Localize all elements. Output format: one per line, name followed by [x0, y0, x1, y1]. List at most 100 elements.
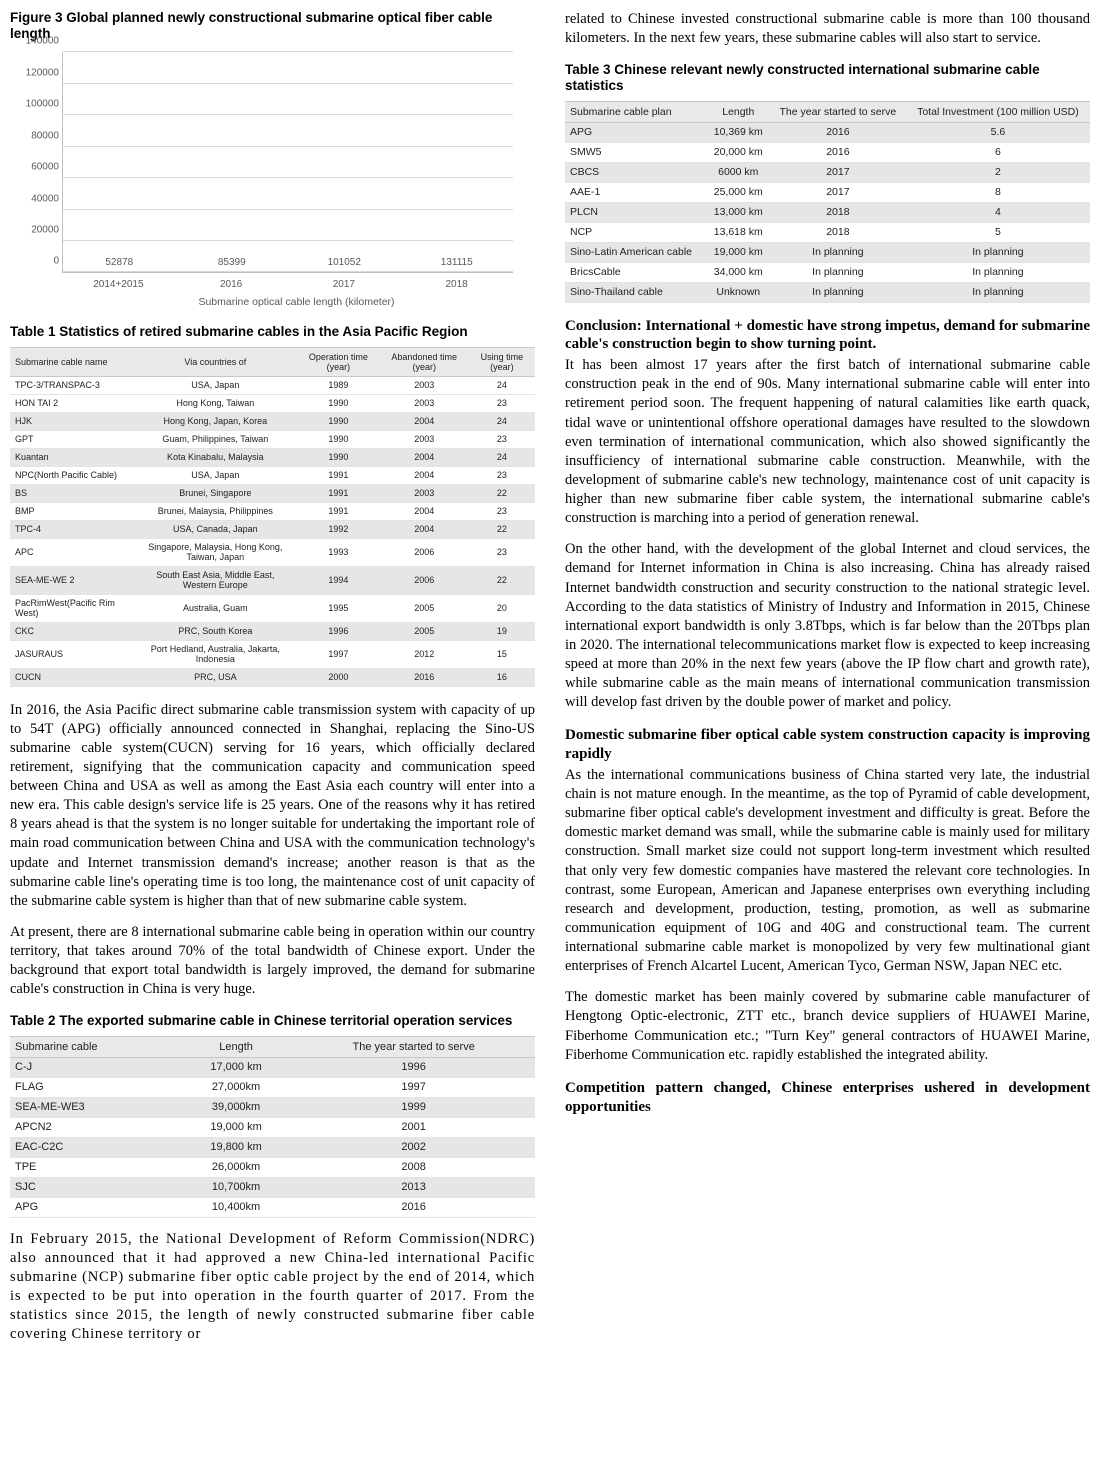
table-cell: In planning	[906, 242, 1090, 262]
table-cell: 20	[469, 594, 535, 622]
table-cell: TPC-4	[10, 520, 134, 538]
right-para-2: On the other hand, with the development …	[565, 540, 1090, 712]
table-row: PacRimWest(Pacific Rim West)Australia, G…	[10, 594, 535, 622]
table1-title: Table 1 Statistics of retired submarine …	[10, 324, 535, 340]
chart-ytick: 80000	[11, 130, 59, 141]
table-row: Sino-Thailand cableUnknownIn planningIn …	[565, 282, 1090, 302]
table-cell: 1997	[292, 1077, 535, 1097]
table-cell: APG	[565, 122, 707, 142]
chart-bar-value: 52878	[105, 257, 133, 268]
table-cell: TPC-3/TRANSPAC-3	[10, 376, 134, 394]
table-cell: SEA-ME-WE 2	[10, 566, 134, 594]
table-cell: 23	[469, 430, 535, 448]
table-cell: 2004	[380, 502, 469, 520]
table-header: Submarine cable plan	[565, 101, 707, 122]
table-cell: 2012	[380, 640, 469, 668]
table-cell: 1991	[297, 502, 380, 520]
chart-ytick: 20000	[11, 224, 59, 235]
table-cell: 1993	[297, 538, 380, 566]
table-cell: HON TAI 2	[10, 394, 134, 412]
table-cell: 15	[469, 640, 535, 668]
table-cell: FLAG	[10, 1077, 180, 1097]
table-cell: Sino-Thailand cable	[565, 282, 707, 302]
table-cell: USA, Japan	[134, 376, 298, 394]
table-row: NCP13,618 km20185	[565, 222, 1090, 242]
table-row: BricsCable34,000 kmIn planningIn plannin…	[565, 262, 1090, 282]
table-cell: 1990	[297, 394, 380, 412]
figure3-chart: 0200004000060000800001000001200001400005…	[10, 48, 535, 312]
chart-xtick: 2018	[400, 273, 513, 290]
table-cell: 2016	[292, 1197, 535, 1217]
table-cell: 4	[906, 202, 1090, 222]
chart-ytick: 100000	[11, 99, 59, 110]
table-cell: 1999	[292, 1097, 535, 1117]
table-cell: 1989	[297, 376, 380, 394]
table-cell: Hong Kong, Taiwan	[134, 394, 298, 412]
table-cell: 19,000 km	[707, 242, 770, 262]
table-cell: Brunei, Malaysia, Philippines	[134, 502, 298, 520]
table-cell: 1995	[297, 594, 380, 622]
table-row: NPC(North Pacific Cable)USA, Japan199120…	[10, 466, 535, 484]
table-cell: GPT	[10, 430, 134, 448]
table-cell: HJK	[10, 412, 134, 430]
table-row: JASURAUSPort Hedland, Australia, Jakarta…	[10, 640, 535, 668]
table-cell: BricsCable	[565, 262, 707, 282]
table-cell: 22	[469, 484, 535, 502]
table-header: Length	[180, 1036, 293, 1057]
right-column: related to Chinese invested construction…	[565, 10, 1090, 1344]
table-cell: CUCN	[10, 668, 134, 686]
table-cell: CKC	[10, 622, 134, 640]
table-row: KuantanKota Kinabalu, Malaysia1990200424	[10, 448, 535, 466]
table-cell: 2006	[380, 566, 469, 594]
left-para-2: At present, there are 8 international su…	[10, 923, 535, 1000]
chart-ytick: 140000	[11, 36, 59, 47]
table-row: APCSingapore, Malaysia, Hong Kong, Taiwa…	[10, 538, 535, 566]
table-cell: 2002	[292, 1137, 535, 1157]
table-cell: Port Hedland, Australia, Jakarta, Indone…	[134, 640, 298, 668]
table-cell: 1997	[297, 640, 380, 668]
table-cell: 2003	[380, 430, 469, 448]
table-cell: PacRimWest(Pacific Rim West)	[10, 594, 134, 622]
table-cell: Australia, Guam	[134, 594, 298, 622]
conclusion-heading: Conclusion: International + domestic hav…	[565, 317, 1090, 355]
chart-xtick: 2016	[175, 273, 288, 290]
table-cell: 2005	[380, 622, 469, 640]
table-cell: 20,000 km	[707, 142, 770, 162]
table-header: Operation time (year)	[297, 347, 380, 376]
table-cell: SJC	[10, 1177, 180, 1197]
table-cell: 2013	[292, 1177, 535, 1197]
table-cell: 10,700km	[180, 1177, 293, 1197]
table-cell: In planning	[770, 262, 906, 282]
table-cell: 19	[469, 622, 535, 640]
table-row: CBCS6000 km20172	[565, 162, 1090, 182]
table-cell: APC	[10, 538, 134, 566]
table-cell: 1990	[297, 448, 380, 466]
table-cell: TPE	[10, 1157, 180, 1177]
table2-title: Table 2 The exported submarine cable in …	[10, 1013, 535, 1029]
table-cell: 24	[469, 412, 535, 430]
table-cell: In planning	[770, 282, 906, 302]
table-row: C-J17,000 km1996	[10, 1057, 535, 1077]
table-cell: In planning	[906, 262, 1090, 282]
figure3-axis-title: Submarine optical cable length (kilomete…	[62, 296, 531, 308]
table-cell: 2008	[292, 1157, 535, 1177]
table-cell: 1994	[297, 566, 380, 594]
table-cell: 2004	[380, 520, 469, 538]
table-cell: CBCS	[565, 162, 707, 182]
table3-title: Table 3 Chinese relevant newly construct…	[565, 62, 1090, 94]
table-cell: 2004	[380, 412, 469, 430]
table1: Submarine cable nameVia countries ofOper…	[10, 347, 535, 687]
table-cell: BS	[10, 484, 134, 502]
right-para-0: related to Chinese invested construction…	[565, 10, 1090, 48]
table-cell: C-J	[10, 1057, 180, 1077]
table-cell: 2004	[380, 448, 469, 466]
table-row: FLAG27,000km1997	[10, 1077, 535, 1097]
table-cell: EAC-C2C	[10, 1137, 180, 1157]
table-cell: Kota Kinabalu, Malaysia	[134, 448, 298, 466]
table-cell: 17,000 km	[180, 1057, 293, 1077]
table-cell: 1990	[297, 412, 380, 430]
left-para-1: In 2016, the Asia Pacific direct submari…	[10, 701, 535, 911]
table-cell: PLCN	[565, 202, 707, 222]
table-cell: APCN2	[10, 1117, 180, 1137]
table-cell: NCP	[565, 222, 707, 242]
